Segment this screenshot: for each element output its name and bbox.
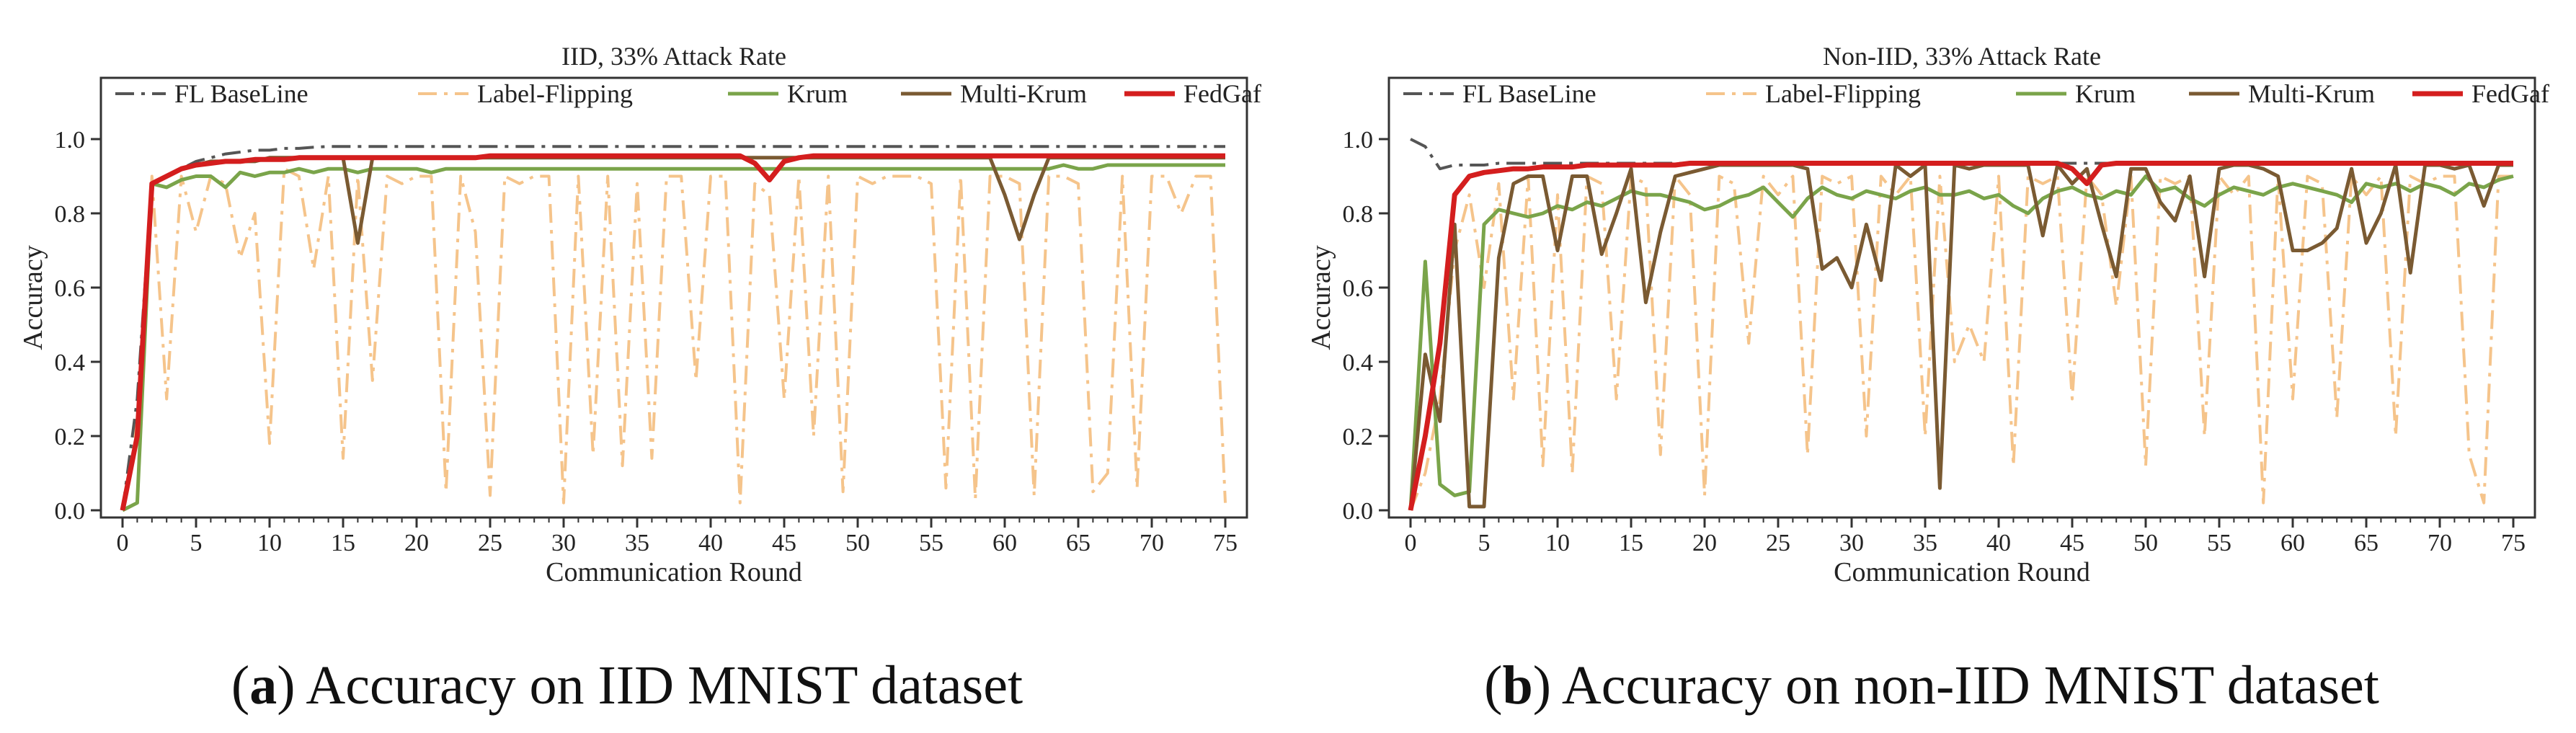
- legend-label: Krum: [2075, 79, 2136, 108]
- y-tick-label: 0.2: [1343, 424, 1374, 450]
- x-tick-label: 75: [2501, 530, 2526, 556]
- y-tick-label: 0.4: [1343, 350, 1374, 376]
- series-line-krum: [1408, 174, 2514, 511]
- y-tick-label: 0.4: [55, 350, 86, 376]
- x-tick-label: 35: [625, 530, 649, 556]
- x-tick-label: 70: [2428, 530, 2452, 556]
- y-tick-label: 0.6: [55, 275, 86, 302]
- x-tick-label: 55: [919, 530, 943, 556]
- chart-title: Non-IID, 33% Attack Rate: [1823, 42, 2101, 71]
- x-tick-label: 60: [992, 530, 1017, 556]
- x-tick-label: 15: [331, 530, 355, 556]
- x-tick-label: 30: [551, 530, 576, 556]
- legend-label: Multi-Krum: [960, 79, 1087, 108]
- y-tick-label: 1.0: [1343, 127, 1374, 154]
- series-line-multi-krum: [1408, 163, 2513, 511]
- chart-iid: IID, 33% Attack Rate 0.0 0.2 0.4 0.6 0.8 1.0 0 5…: [18, 42, 1261, 587]
- x-tick-label: 15: [1619, 530, 1643, 556]
- legend-label: Label-Flipping: [477, 79, 633, 108]
- x-tick-label: 0: [117, 530, 129, 556]
- x-tick-label: 30: [1839, 530, 1864, 556]
- legend-label: Krum: [787, 79, 848, 108]
- x-tick-label: 45: [772, 530, 796, 556]
- x-tick-label: 20: [404, 530, 429, 556]
- caption-b-label: b: [1502, 655, 1533, 716]
- x-tick-label: 50: [2133, 530, 2158, 556]
- y-tick-label: 1.0: [55, 127, 86, 154]
- x-tick-label: 35: [1913, 530, 1937, 556]
- legend-label: FedGaf: [1183, 79, 1261, 108]
- x-axis-label: Communication Round: [546, 557, 802, 587]
- x-tick-label: 10: [257, 530, 282, 556]
- x-tick-label: 60: [2280, 530, 2305, 556]
- caption-b: (b) Accuracy on non-IID MNIST dataset: [1484, 655, 2379, 716]
- caption-a-label: a: [249, 655, 277, 716]
- caption-a: (a) Accuracy on IID MNIST dataset: [231, 655, 1023, 716]
- x-tick-label: 45: [2060, 530, 2084, 556]
- legend-label: FedGaf: [2471, 79, 2549, 108]
- y-tick-label: 0.8: [55, 201, 86, 228]
- legend-label: FL BaseLine: [174, 79, 308, 108]
- chart-title: IID, 33% Attack Rate: [561, 42, 786, 71]
- y-tick-label: 0.0: [55, 498, 86, 525]
- x-tick-label: 70: [1140, 530, 1164, 556]
- x-tick-label: 65: [1066, 530, 1091, 556]
- x-tick-label: 40: [698, 530, 723, 556]
- y-tick-label: 0.0: [1343, 498, 1374, 525]
- legend-label: FL BaseLine: [1462, 79, 1596, 108]
- x-axis-label: Communication Round: [1834, 557, 2090, 587]
- x-tick-label: 5: [190, 530, 203, 556]
- series-line-multi-krum: [120, 156, 1225, 511]
- x-tick-label: 5: [1478, 530, 1491, 556]
- y-axis-label: Accuracy: [1306, 245, 1336, 350]
- x-tick-label: 25: [478, 530, 502, 556]
- plot-frame: [1387, 76, 2536, 519]
- caption-b-text: Accuracy on non-IID MNIST dataset: [1561, 655, 2379, 716]
- series-group: [120, 145, 1227, 512]
- y-axis-label: Accuracy: [18, 245, 48, 350]
- y-tick-label: 0.2: [55, 424, 86, 450]
- x-tick-label: 0: [1405, 530, 1417, 556]
- x-tick-label: 25: [1766, 530, 1790, 556]
- series-line-fedgaf: [1408, 161, 2513, 511]
- series-group: [1408, 138, 2514, 511]
- x-tick-label: 20: [1692, 530, 1717, 556]
- x-tick-label: 50: [845, 530, 870, 556]
- series-line-fl-baseline: [121, 145, 1225, 511]
- series-line-label-flipping: [1409, 174, 2513, 511]
- x-tick-label: 55: [2207, 530, 2231, 556]
- series-line-fedgaf: [120, 153, 1225, 511]
- caption-a-text: Accuracy on IID MNIST dataset: [306, 655, 1023, 716]
- x-tick-label: 10: [1545, 530, 1570, 556]
- series-line-label-flipping: [121, 167, 1227, 511]
- series-line-krum: [121, 163, 1225, 512]
- plot-frame: [99, 76, 1248, 519]
- x-tick-label: 75: [1213, 530, 1238, 556]
- x-tick-label: 65: [2354, 530, 2379, 556]
- x-tick-label: 40: [1986, 530, 2011, 556]
- legend-label: Multi-Krum: [2248, 79, 2375, 108]
- legend-label: Label-Flipping: [1765, 79, 1921, 108]
- y-tick-label: 0.8: [1343, 201, 1374, 228]
- y-tick-label: 0.6: [1343, 275, 1374, 302]
- chart-non-iid: Non-IID, 33% Attack Rate 0.0 0.2 0.4 0.6 0.8 1…: [1306, 42, 2549, 587]
